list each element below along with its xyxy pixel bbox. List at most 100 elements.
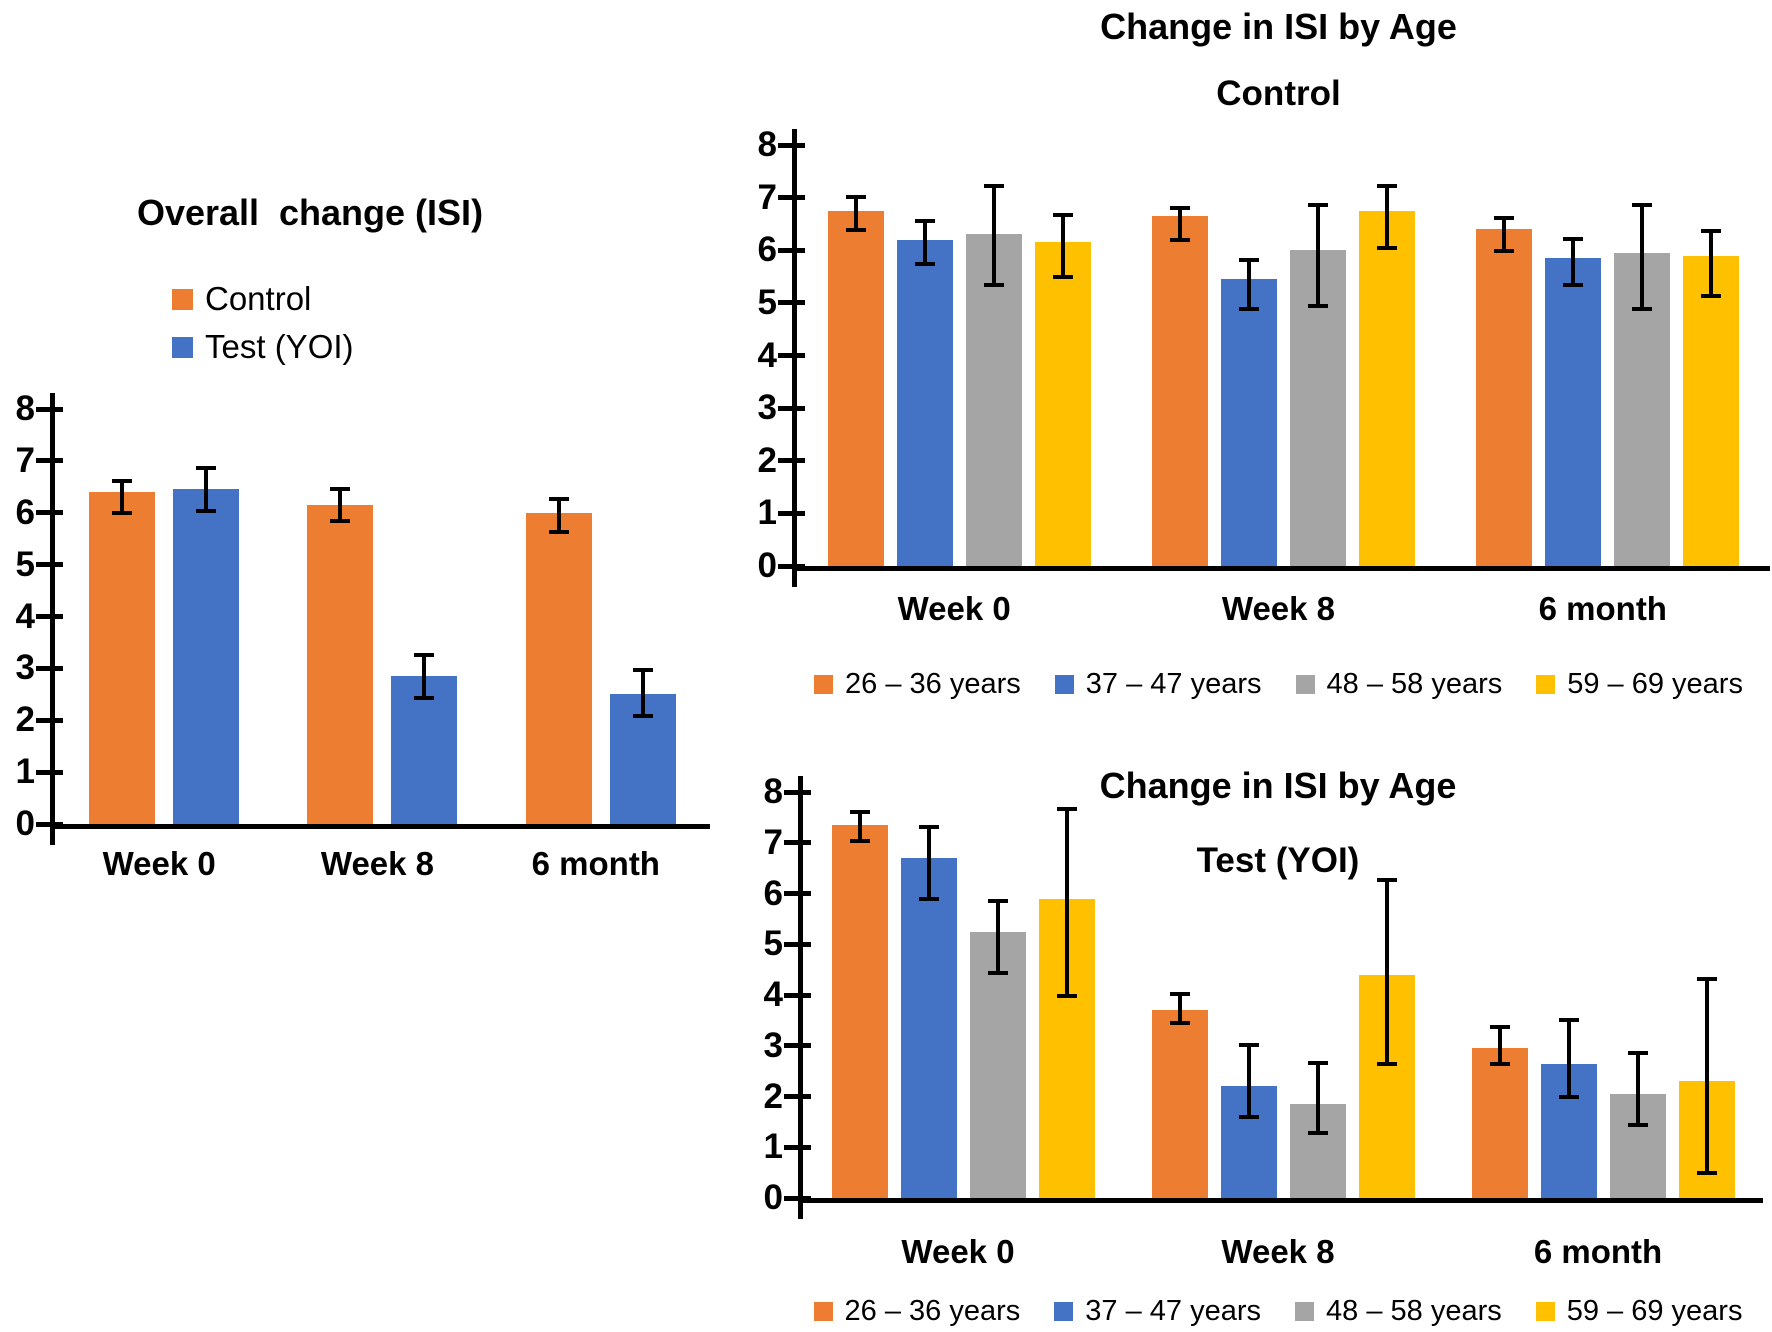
y-axis-tick-label: 7: [763, 822, 783, 862]
bar-slot: [1683, 145, 1740, 566]
y-axis-tick: [784, 1195, 811, 1201]
y-axis-tick: [778, 510, 805, 516]
error-bar: [918, 825, 939, 902]
error-bar: [1052, 213, 1073, 280]
x-axis-labels: Week 0 Week 8 6 month: [50, 845, 705, 883]
bar-slot: [609, 409, 676, 824]
bar-group: [89, 409, 240, 824]
y-axis-tick: [36, 406, 63, 412]
error-bar: [1169, 205, 1190, 243]
legend-label: 59 – 69 years: [1567, 668, 1743, 700]
y-axis-tick: [778, 405, 805, 411]
bar-slot: [173, 409, 240, 824]
bar-slot: [525, 409, 592, 824]
bar-orange: [1151, 216, 1208, 566]
bar-slot: [307, 409, 374, 824]
bar-blue: [1220, 279, 1277, 566]
error-bar: [1238, 258, 1259, 311]
error-bar: [914, 218, 935, 267]
legend-swatch-yellow: [1535, 1302, 1555, 1321]
legend-label: 48 – 58 years: [1326, 668, 1503, 700]
bar-orange: [307, 504, 374, 824]
y-axis-tick: [36, 562, 63, 568]
bars-region: [55, 409, 710, 824]
legend-label: 48 – 58 years: [1326, 1295, 1502, 1327]
y-axis-tick-label: 1: [15, 752, 35, 792]
y-axis-tick-label: 6: [757, 230, 777, 270]
error-bar: [632, 668, 653, 718]
bar-group: [525, 409, 676, 824]
legend: Control Test (YOI): [172, 280, 354, 366]
bar-blue: [391, 676, 458, 824]
y-axis-tick-label: 4: [763, 975, 783, 1014]
y-axis-tick: [784, 789, 811, 795]
bar-orange: [1471, 1048, 1528, 1198]
y-axis-tick-label: 2: [763, 1076, 783, 1116]
bar-orange: [525, 512, 592, 824]
error-bar: [196, 466, 217, 513]
y-axis-tick-label: 2: [15, 700, 35, 740]
bar-slot: [900, 792, 957, 1198]
error-bar: [548, 497, 569, 534]
error-bar: [845, 195, 866, 232]
bar-blue: [1545, 258, 1602, 566]
y-axis-tick-label: 3: [757, 388, 777, 428]
legend-item: 37 – 47 years: [1054, 668, 1262, 701]
legend-swatch-blue: [1054, 675, 1074, 694]
y-axis-tick-label: 3: [15, 648, 35, 688]
bar-blue: [900, 857, 957, 1198]
y-axis-tick-label: 5: [15, 544, 35, 584]
plot-area: 0 1 2 3 4 5 6 7 8: [764, 774, 1763, 1219]
bar-orange: [89, 492, 156, 824]
error-bar: [1376, 184, 1397, 251]
error-bar: [1307, 1060, 1328, 1135]
y-axis-tick: [36, 821, 63, 827]
x-axis-label: 6 month: [531, 845, 660, 882]
y-axis-tick: [778, 563, 805, 569]
y-axis-tick-label: 4: [757, 335, 777, 375]
bar-orange: [1151, 1010, 1208, 1198]
y-axis-tick-label: 0: [15, 804, 35, 843]
bar-orange: [831, 825, 888, 1198]
bar-slot: [1220, 145, 1277, 566]
chart-overall-change-isi: Overall change (ISI) Control Test (YOI) 0…: [0, 0, 712, 932]
y-axis-tick: [778, 353, 805, 358]
y-axis-tick: [784, 1043, 811, 1049]
legend-swatch-orange: [814, 675, 834, 694]
y-axis-tick: [36, 717, 63, 723]
y-axis-tick-label: 7: [15, 440, 35, 480]
y-axis-tick-label: 8: [763, 772, 783, 811]
bar-group: [1476, 145, 1740, 566]
bar-group: [1151, 145, 1415, 566]
bar-slot: [1220, 792, 1277, 1198]
y-axis-tick-label: 0: [763, 1178, 783, 1217]
chart-title: Change in ISI by Age: [1099, 765, 1457, 806]
bar-group: [831, 792, 1095, 1198]
bar-slot: [1038, 792, 1095, 1198]
x-axis-label: 6 month: [1533, 1233, 1663, 1270]
bar-slot: [1540, 792, 1597, 1198]
legend-swatch-blue: [172, 336, 193, 358]
error-bar: [1307, 202, 1328, 309]
bar-slot: [89, 409, 156, 824]
y-axis-tick: [778, 142, 805, 148]
legend-label: 59 – 69 years: [1566, 1295, 1743, 1327]
error-bar: [987, 898, 1008, 975]
error-bar: [112, 479, 133, 516]
error-bar: [1494, 216, 1515, 253]
bar-slot: [965, 145, 1022, 566]
bar-slot: [969, 792, 1026, 1198]
x-axis-label: 6 month: [1538, 590, 1667, 627]
chart-change-isi-by-age-test-yoi: Change in ISI by Age Test (YOI) 0 1 2 3 4 5 6 7…: [720, 755, 1772, 1332]
bars-region: [797, 145, 1770, 566]
error-bar: [1489, 1025, 1510, 1067]
y-axis-tick-label: 6: [763, 873, 783, 913]
error-bar: [1632, 202, 1653, 311]
chart-subtitle: Control: [1216, 74, 1341, 113]
x-axis-label: Week 8: [1221, 590, 1336, 627]
legend-item: 59 – 69 years: [1535, 1295, 1743, 1328]
y-axis-tick: [784, 1144, 811, 1150]
legend-label: Test (YOI): [205, 328, 354, 365]
x-axis-label: Week 0: [102, 845, 216, 882]
bar-yellow: [1358, 210, 1415, 566]
